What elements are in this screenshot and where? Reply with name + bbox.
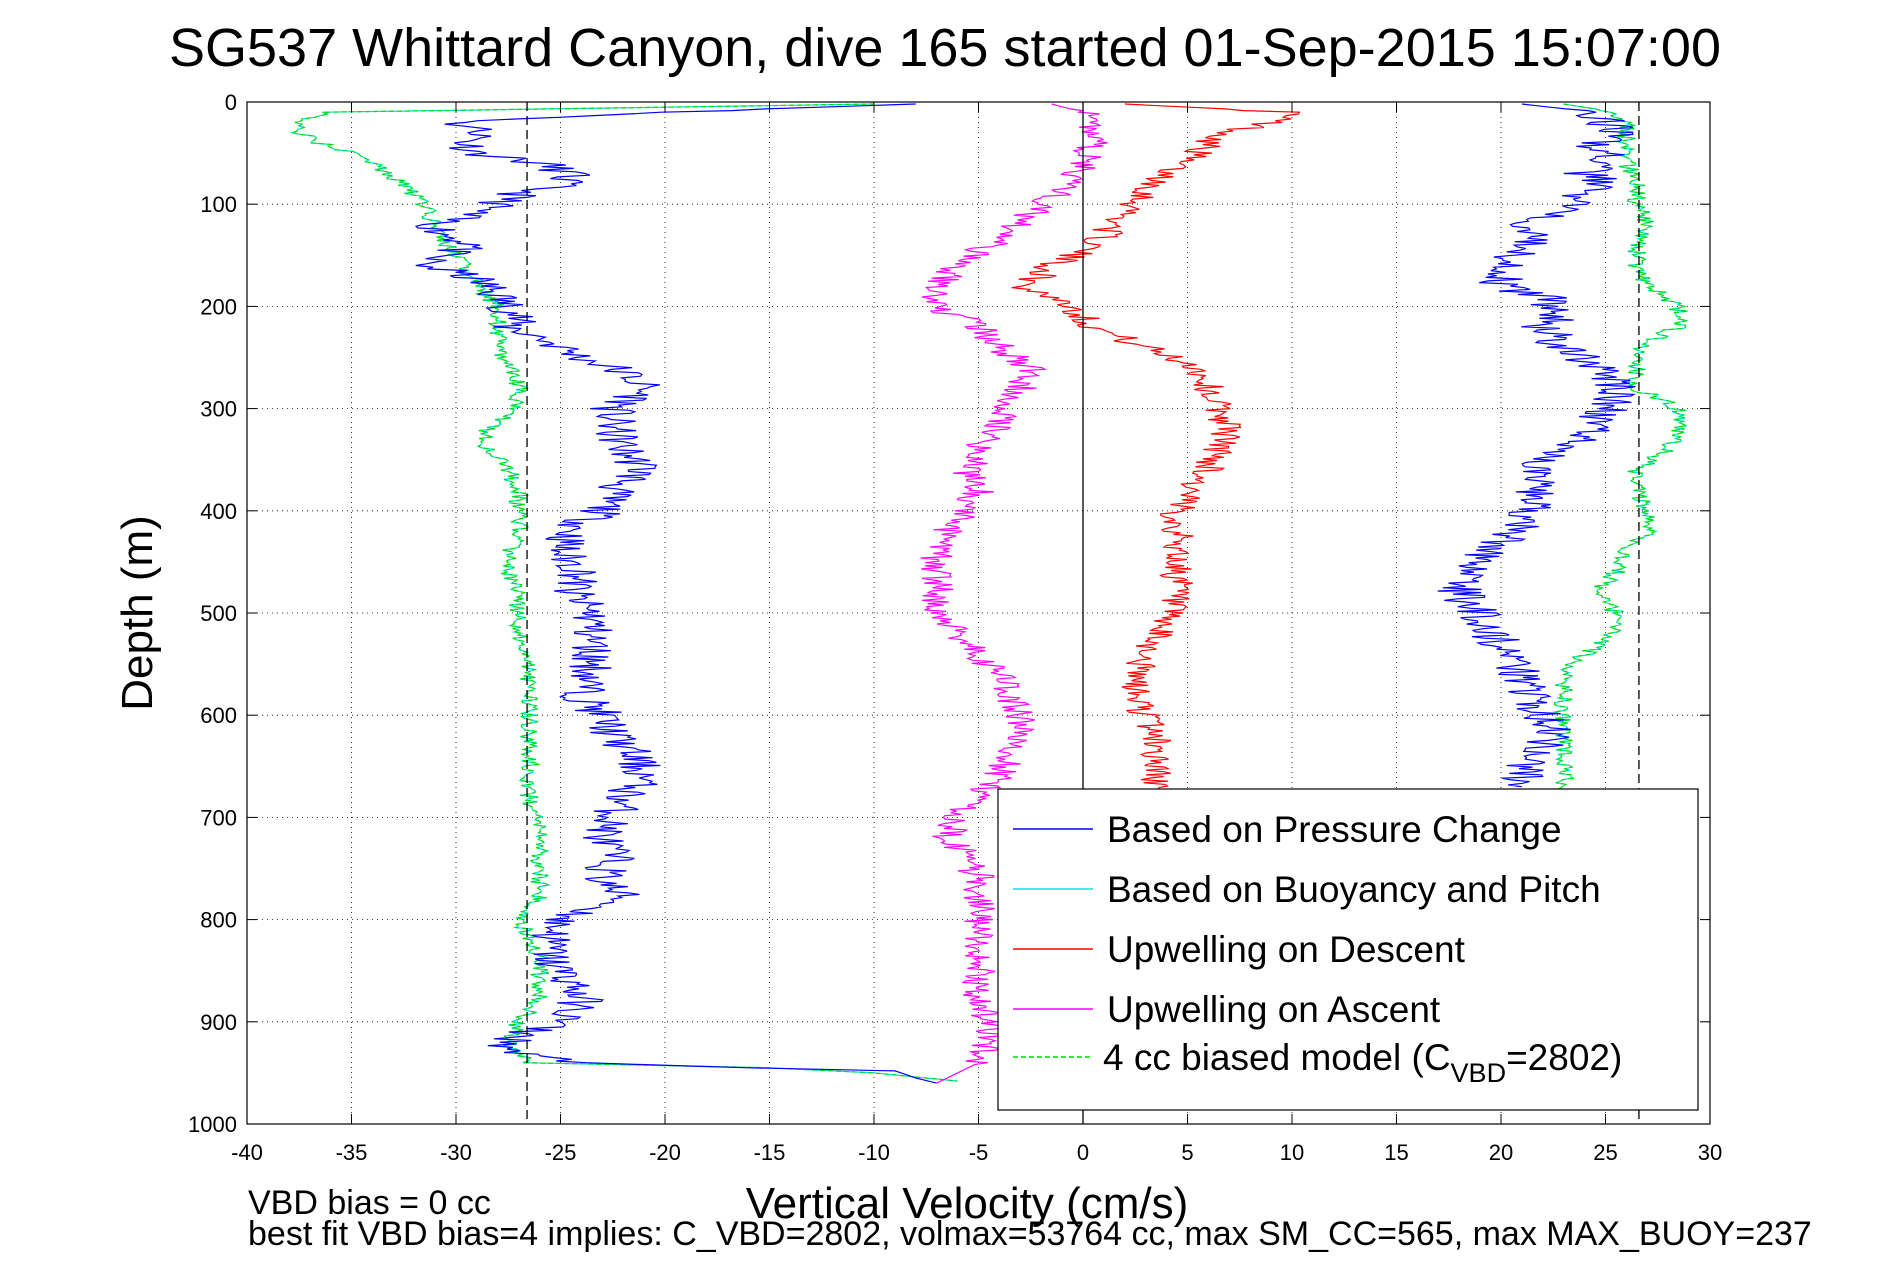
y-tick-label-7: 700 <box>200 805 237 830</box>
legend-label-4: 4 cc biased model (CVBD=2802) <box>1103 1037 1622 1088</box>
x-tick-label-13: 25 <box>1593 1140 1617 1165</box>
y-tick-labels: 0 100 200 300 400 500 600 700 800 900 1000 <box>188 90 1710 1137</box>
y-tick-label-2: 200 <box>200 294 237 319</box>
y-tick-label-4: 400 <box>200 499 237 524</box>
series-2-line-0 <box>1011 103 1301 798</box>
series-1-line-1 <box>1552 103 1688 798</box>
x-tick-label-9: 5 <box>1181 1140 1193 1165</box>
x-tick-label-14: 30 <box>1698 1140 1722 1165</box>
series-2 <box>1011 103 1301 798</box>
x-tick-label-1: -35 <box>336 1140 368 1165</box>
x-tick-labels: -40 -35 -30 -25 -20 -15 -10 -5 0 5 10 15 20 25 30 <box>231 102 1722 1165</box>
x-tick-label-6: -10 <box>858 1140 890 1165</box>
footer-line-1: VBD bias = 0 cc <box>248 1184 491 1222</box>
y-axis-label: Depth (m) <box>113 515 162 711</box>
footer-line-2: best fit VBD bias=4 implies: C_VBD=2802,… <box>248 1215 1812 1253</box>
series-4 <box>289 103 1688 1082</box>
x-axis-label: Vertical Velocity (cm/s) <box>746 1179 1189 1228</box>
y-tick-label-3: 300 <box>200 397 237 422</box>
series-layer <box>289 103 1688 1084</box>
chart-title: SG537 Whittard Canyon, dive 165 started … <box>169 18 1721 78</box>
x-tick-label-5: -15 <box>754 1140 786 1165</box>
series-0 <box>414 103 1636 1084</box>
legend-label-3: Upwelling on Ascent <box>1107 989 1441 1030</box>
series-3 <box>920 103 1108 1084</box>
legend-label-0: Based on Pressure Change <box>1107 809 1562 850</box>
x-tick-label-0: -40 <box>231 1140 263 1165</box>
series-0-line-1 <box>1437 103 1636 788</box>
y-tick-label-6: 600 <box>200 703 237 728</box>
y-tick-label-5: 500 <box>200 601 237 626</box>
y-tick-label-8: 800 <box>200 908 237 933</box>
x-tick-label-2: -30 <box>440 1140 472 1165</box>
y-tick-label-10: 1000 <box>188 1112 237 1137</box>
x-tick-label-3: -25 <box>545 1140 577 1165</box>
series-4-line-1 <box>1552 103 1688 798</box>
legend: Based on Pressure Change Based on Buoyanc… <box>997 788 1699 1111</box>
y-tick-label-1: 100 <box>200 192 237 217</box>
legend-label-2: Upwelling on Descent <box>1107 929 1466 970</box>
y-tick-label-0: 0 <box>225 90 237 115</box>
y-tick-label-9: 900 <box>200 1010 237 1035</box>
legend-label-1: Based on Buoyancy and Pitch <box>1107 869 1601 910</box>
series-0-line-0 <box>414 103 937 1084</box>
x-tick-label-12: 20 <box>1489 1140 1513 1165</box>
x-tick-label-10: 10 <box>1280 1140 1304 1165</box>
legend-box <box>997 788 1699 1111</box>
x-tick-label-11: 15 <box>1384 1140 1408 1165</box>
series-4-line-0 <box>289 103 958 1082</box>
x-tick-label-4: -20 <box>649 1140 681 1165</box>
series-1-line-0 <box>289 103 958 1082</box>
x-tick-label-7: -5 <box>969 1140 989 1165</box>
x-tick-label-8: 0 <box>1077 1140 1089 1165</box>
series-3-line-0 <box>920 103 1108 1084</box>
